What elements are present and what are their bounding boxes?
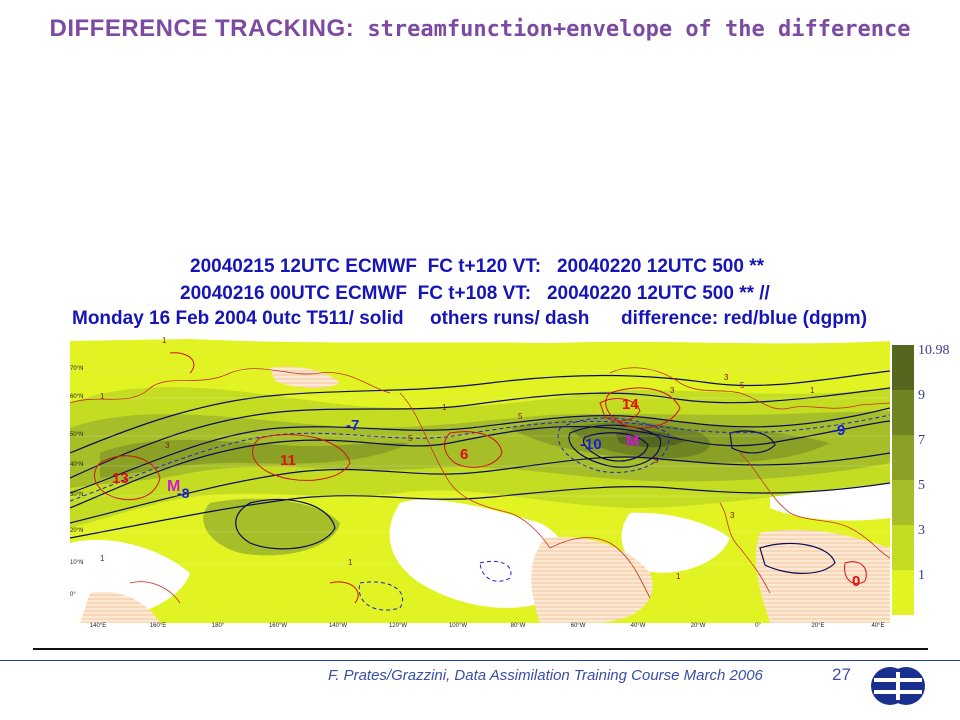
lat-label: 50°N xyxy=(70,432,83,438)
lat-label: 30°N xyxy=(70,492,83,498)
colorbar-label: 7 xyxy=(918,433,925,448)
svg-text:1: 1 xyxy=(442,403,447,412)
svg-text:3: 3 xyxy=(730,511,735,520)
svg-text:1: 1 xyxy=(162,336,167,345)
svg-text:1: 1 xyxy=(810,386,815,395)
colorbar-labels: 10.98 9 7 5 3 1 xyxy=(918,345,950,583)
colorbar-swatch xyxy=(892,570,914,615)
svg-text:1: 1 xyxy=(348,558,353,567)
lat-label: 40°N xyxy=(70,462,83,468)
lon-label: 20°W xyxy=(691,623,706,628)
figure-header-line-3: Monday 16 Feb 2004 0utc T511/ solid othe… xyxy=(72,308,868,329)
footer-divider-thin xyxy=(0,660,960,661)
lon-label: 120°W xyxy=(389,623,407,628)
marker-0: 0 xyxy=(852,573,860,590)
marker-neg10: -10 xyxy=(580,436,602,453)
svg-text:5: 5 xyxy=(654,456,659,465)
lon-label: 160°W xyxy=(269,623,287,628)
marker-m-2: M xyxy=(626,433,639,450)
slide-title-sep: : xyxy=(345,15,355,42)
footer-divider xyxy=(33,648,928,650)
map-field: 11 1 111 135 535 533 xyxy=(70,333,890,623)
svg-text:3: 3 xyxy=(670,386,675,395)
marker-6: 6 xyxy=(460,446,468,463)
forecast-map: 11 1 111 135 535 533 13 M -8 11 -7 6 -10 … xyxy=(70,333,890,628)
figure-header-line-1: 20040215 12UTC ECMWF FC t+120 VT: 200402… xyxy=(190,256,764,277)
lat-label: 20°N xyxy=(70,528,83,534)
colorbar-swatch xyxy=(892,345,914,390)
lat-label: 70°N xyxy=(70,366,83,372)
colorbar-swatches xyxy=(892,345,914,615)
lon-label: 80°W xyxy=(511,623,526,628)
ecmwf-logo xyxy=(871,667,925,705)
lon-label: 0° xyxy=(755,623,761,628)
figure-header-line-2: 20040216 00UTC ECMWF FC t+108 VT: 200402… xyxy=(180,283,770,304)
lon-label: 140°W xyxy=(329,623,347,628)
lat-label: 10°N xyxy=(70,560,83,566)
lon-label: 40°W xyxy=(631,623,646,628)
longitude-labels: 140°E 160°E 180° 160°W 140°W 120°W 100°W 80°W 60… xyxy=(90,623,885,628)
lat-label: 0° xyxy=(70,592,76,598)
lon-label: 160°E xyxy=(150,623,166,628)
lon-label: 60°W xyxy=(571,623,586,628)
slide-title-rest: streamfunction+envelope of the differenc… xyxy=(354,17,911,42)
svg-text:3: 3 xyxy=(165,441,170,450)
colorbar-swatch xyxy=(892,435,914,480)
svg-text:1: 1 xyxy=(100,392,105,401)
colorbar-label: 10.98 xyxy=(918,345,950,358)
colorbar-label: 5 xyxy=(918,478,925,493)
footer-text: F. Prates/Grazzini, Data Assimilation Tr… xyxy=(328,667,763,684)
marker-11: 11 xyxy=(280,452,296,469)
colorbar-label: 1 xyxy=(918,568,925,583)
lon-label: 100°W xyxy=(449,623,467,628)
marker-neg7: -7 xyxy=(346,417,359,434)
lon-label: 140°E xyxy=(90,623,106,628)
svg-text:3: 3 xyxy=(724,373,729,382)
svg-text:5: 5 xyxy=(518,412,523,421)
page-number: 27 xyxy=(832,665,851,684)
lon-label: 40°E xyxy=(871,623,884,628)
svg-text:5: 5 xyxy=(408,434,413,443)
marker-14: 14 xyxy=(622,396,639,413)
svg-text:5: 5 xyxy=(740,381,745,390)
latitude-labels: 70°N 60°N 50°N 40°N 30°N 20°N 10°N 0° xyxy=(70,366,83,598)
colorbar-swatch xyxy=(892,525,914,570)
marker-neg8: -8 xyxy=(177,485,190,501)
marker-13: 13 xyxy=(112,470,129,487)
colorbar-swatch xyxy=(892,480,914,525)
svg-text:1: 1 xyxy=(676,572,681,581)
lon-label: 180° xyxy=(212,623,225,628)
marker-m-1: M xyxy=(167,478,180,495)
slide-title: DIFFERENCE TRACKING: streamfunction+enve… xyxy=(40,14,920,45)
svg-text:1: 1 xyxy=(100,554,105,563)
colorbar-label: 3 xyxy=(918,523,925,538)
colorbar-label: 9 xyxy=(918,388,925,403)
colorbar: 10.98 9 7 5 3 1 xyxy=(892,345,950,615)
colorbar-swatch xyxy=(892,390,914,435)
slide-title-main: DIFFERENCE TRACKING xyxy=(49,15,346,42)
lon-label: 20°E xyxy=(811,623,824,628)
marker-neg9: -9 xyxy=(832,422,845,439)
lat-label: 60°N xyxy=(70,394,83,400)
